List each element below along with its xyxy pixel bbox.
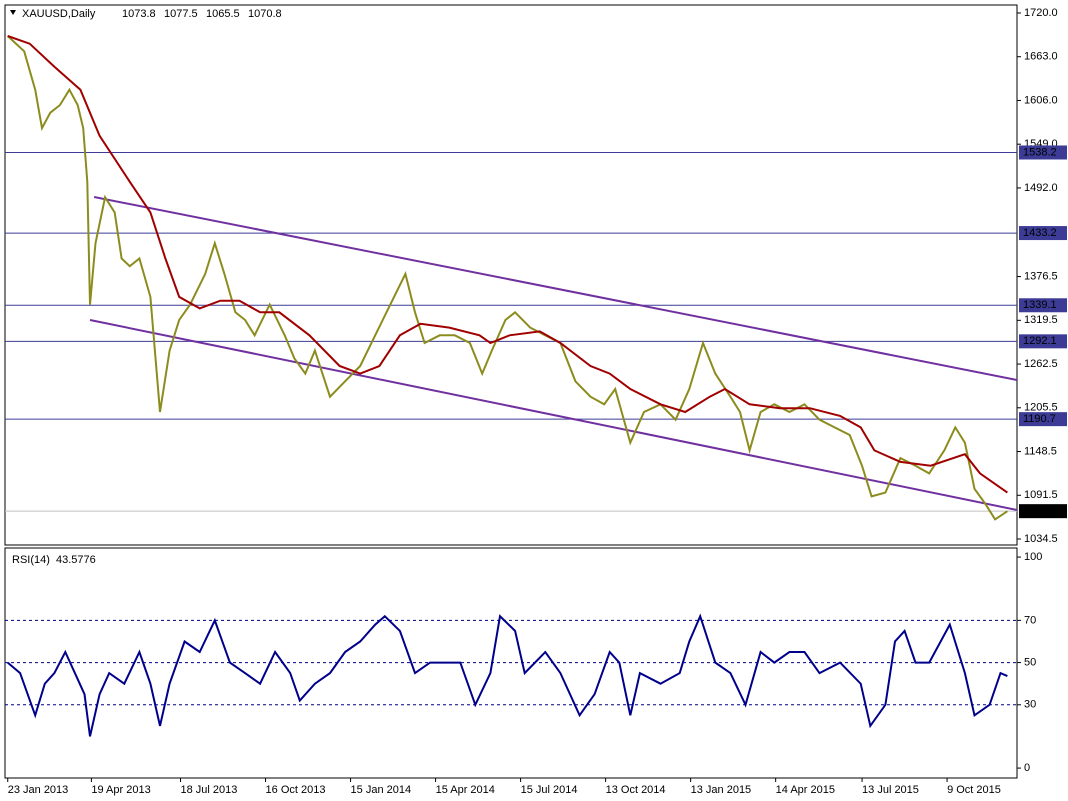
x-tick-label: 23 Jan 2013 [8, 784, 69, 796]
symbol-title: XAUUSD,Daily [22, 8, 96, 20]
ohlc-open: 1073.8 [122, 8, 156, 20]
x-tick-label: 16 Oct 2013 [266, 784, 326, 796]
x-tick-label: 9 Oct 2015 [947, 784, 1001, 796]
level-label-box [1019, 226, 1067, 241]
y-tick-label: 1091.5 [1024, 489, 1058, 501]
y-tick-label: 1663.0 [1024, 51, 1058, 63]
y-tick-label: 1262.5 [1024, 358, 1058, 370]
y-tick-label: 50 [1024, 656, 1036, 668]
level-label: 1538.2 [1023, 146, 1057, 158]
x-tick-label: 13 Jan 2015 [691, 784, 752, 796]
y-tick-label: 1034.5 [1024, 533, 1058, 545]
level-label: 1190.7 [1023, 413, 1056, 425]
level-label: 1292.1 [1023, 335, 1057, 347]
rsi-title: RSI(14) [12, 554, 50, 566]
y-tick-label: 30 [1024, 699, 1036, 711]
y-tick-label: 100 [1024, 551, 1042, 563]
series-line [7, 35, 1008, 521]
y-tick-label: 1492.0 [1024, 182, 1058, 194]
series-line [7, 613, 1008, 737]
y-tick-label: 70 [1024, 614, 1036, 626]
price-panel [4, 4, 1018, 546]
level-label-box [1019, 412, 1067, 427]
y-tick-label: 1148.5 [1024, 445, 1057, 457]
x-tick-label: 15 Jan 2014 [351, 784, 412, 796]
series-line [7, 35, 1008, 494]
ohlc-high: 1077.5 [164, 8, 198, 20]
current-price-label: 1070.8 [1023, 505, 1057, 517]
x-tick-label: 19 Apr 2013 [91, 784, 150, 796]
y-tick-label: 1319.5 [1024, 314, 1058, 326]
x-tick-label: 13 Oct 2014 [606, 784, 666, 796]
channel-line [89, 319, 1018, 511]
y-tick-label: 1720.0 [1024, 7, 1058, 19]
ohlc-close: 1070.8 [248, 8, 282, 20]
x-tick-label: 15 Apr 2014 [436, 784, 495, 796]
ohlc-low: 1065.5 [206, 8, 240, 20]
x-tick-label: 18 Jul 2013 [181, 784, 238, 796]
x-tick-label: 14 Apr 2015 [776, 784, 835, 796]
level-label-box [1019, 298, 1067, 313]
level-label: 1433.2 [1023, 227, 1057, 239]
y-tick-label: 0 [1024, 762, 1030, 774]
y-tick-label: 1376.5 [1024, 270, 1058, 282]
level-label: 1339.1 [1023, 299, 1057, 311]
channel-line [93, 196, 1018, 381]
menu-arrow [10, 10, 16, 15]
x-tick-label: 13 Jul 2015 [862, 784, 919, 796]
y-tick-label: 1606.0 [1024, 94, 1058, 106]
level-label-box [1019, 145, 1067, 160]
current-price-box [1019, 504, 1067, 519]
y-tick-label: 1205.5 [1024, 402, 1058, 414]
rsi-value: 43.5776 [56, 554, 96, 566]
level-label-box [1019, 334, 1067, 349]
x-tick-label: 15 Jul 2014 [521, 784, 578, 796]
